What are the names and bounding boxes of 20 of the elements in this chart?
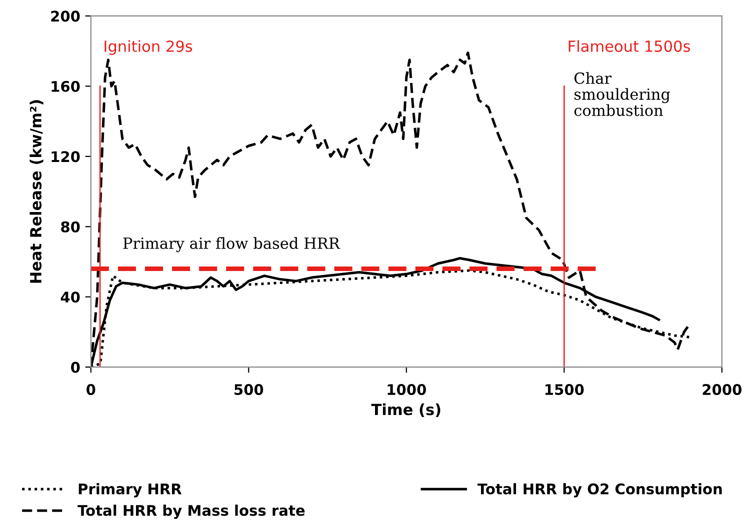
x-tick-label: 1500: [546, 384, 584, 396]
legend-label: Primary HRR: [78, 483, 182, 498]
y-tick-label: 120: [52, 151, 80, 162]
y-tick-label: 200: [51, 10, 80, 22]
x-tick-label: 500: [234, 384, 264, 396]
annotation: Primary air flow based HRR: [123, 237, 340, 252]
y-tick-label: 80: [61, 221, 80, 232]
y-axis-title: Heat Release (kw/m²): [30, 100, 44, 283]
y-tick-label: 40: [60, 292, 80, 303]
y-tick-label: 160: [52, 80, 80, 92]
legend-label: Total HRR by O2 Consumption: [477, 483, 722, 498]
x-axis-title: Time (s): [371, 403, 440, 418]
y-tick-label: 0: [71, 362, 80, 373]
ref-line-label: Flameout 1500s: [568, 40, 690, 52]
ref-line-label: Ignition 29s: [104, 40, 192, 55]
annotation: Char smouldering combustion: [574, 72, 670, 116]
x-tick-label: 2000: [702, 384, 742, 396]
x-tick-label: 1000: [388, 384, 426, 396]
x-tick-label: 0: [86, 384, 96, 396]
legend-label: Total HRR by Mass loss rate: [78, 504, 305, 519]
